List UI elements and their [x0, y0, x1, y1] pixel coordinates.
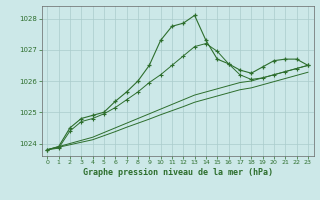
X-axis label: Graphe pression niveau de la mer (hPa): Graphe pression niveau de la mer (hPa) — [83, 168, 273, 177]
